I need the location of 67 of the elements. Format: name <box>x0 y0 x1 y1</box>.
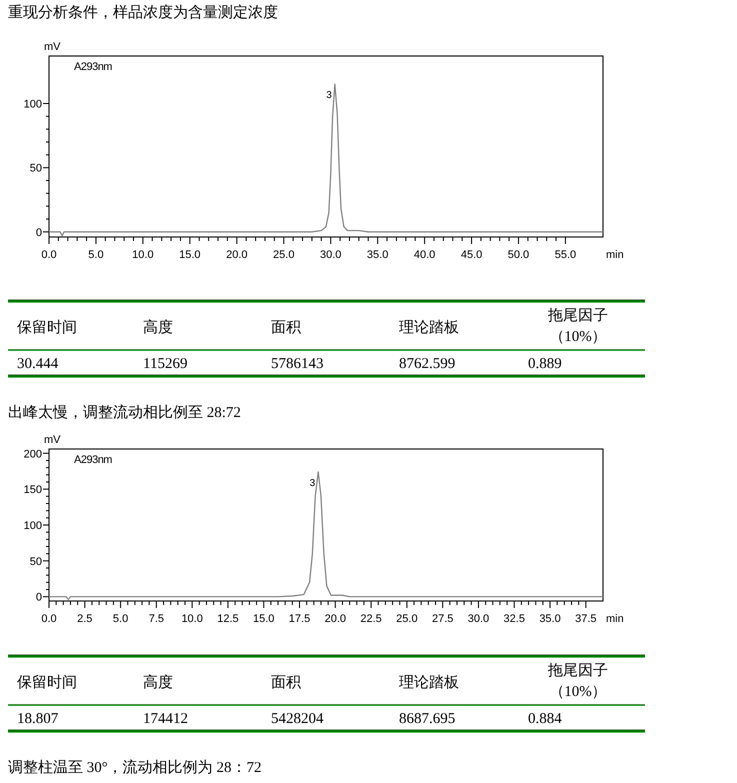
data-label: 5428204 <box>271 711 324 727</box>
y-tick-label: 0 <box>36 592 42 604</box>
x-tick-label: 50.0 <box>508 249 530 261</box>
x-tick-label: 15.0 <box>179 249 201 261</box>
x-axis-title: min <box>606 613 624 625</box>
category-label: 高度 <box>143 319 173 336</box>
data-label: 5786143 <box>271 356 324 372</box>
y-tick-label: 200 <box>24 448 42 460</box>
category-label: 拖尾因子（10%） <box>547 662 608 700</box>
category-label: 保留时间 <box>17 319 77 336</box>
data-label: 18.807 <box>17 711 59 727</box>
data-label: 0.889 <box>528 356 562 372</box>
category-label: 高度 <box>143 674 173 691</box>
category-label: 拖尾因子（10%） <box>547 307 608 345</box>
y-tick-label: 100 <box>24 98 42 110</box>
x-tick-label: 32.5 <box>504 613 525 625</box>
y-tick-label: 0 <box>36 226 42 239</box>
y-axis-title: mV <box>44 41 62 53</box>
text: 调整柱温至 30°，流动相比例为 28：72 <box>8 759 262 776</box>
x-tick-label: 17.5 <box>288 613 310 625</box>
data-label: 30.444 <box>17 356 59 372</box>
x-tick-label: 40.0 <box>414 249 436 261</box>
x-tick-label: 10.0 <box>181 613 203 625</box>
y-tick-label: 50 <box>30 556 42 568</box>
x-tick-label: 35.0 <box>366 249 388 261</box>
x-tick-label: 55.0 <box>554 249 576 261</box>
x-tick-label: 27.5 <box>432 613 454 625</box>
x-axis-title: min <box>606 249 624 261</box>
y-tick-label: 150 <box>24 484 42 496</box>
annotation: A293nm <box>74 61 112 73</box>
data-label: 8762.599 <box>399 356 456 372</box>
x-tick-label: 22.5 <box>360 613 382 625</box>
annotation: 3 <box>326 90 332 102</box>
y-tick-label: 50 <box>30 162 42 175</box>
category-label: 面积 <box>271 675 301 691</box>
category-label: 面积 <box>271 320 301 336</box>
x-tick-label: 12.5 <box>217 613 239 625</box>
x-tick-label: 30.0 <box>320 249 342 261</box>
chart-title: 重现分析条件，样品浓度为含量测定浓度 <box>8 4 278 21</box>
x-tick-label: 0.0 <box>41 613 57 625</box>
x-tick-label: 30.0 <box>468 613 490 625</box>
x-tick-label: 0.0 <box>41 249 57 261</box>
y-axis-title: mV <box>44 434 62 446</box>
x-tick-label: 2.5 <box>77 613 92 625</box>
annotation: A293nm <box>74 454 112 466</box>
x-tick-label: 5.0 <box>112 613 128 625</box>
x-tick-label: 35.0 <box>539 613 561 625</box>
x-tick-label: 45.0 <box>460 249 482 261</box>
x-tick-label: 5.0 <box>88 249 104 261</box>
x-tick-label: 10.0 <box>132 249 154 261</box>
y-tick-label: 100 <box>24 520 42 532</box>
data-label: 174412 <box>143 711 188 727</box>
category-label: 保留时间 <box>17 674 77 691</box>
category-label: 理论踏板 <box>399 674 459 691</box>
chart-title: 出峰太慢，调整流动相比例至 28:72 <box>8 404 241 421</box>
x-tick-label: 25.0 <box>273 249 294 261</box>
x-tick-label: 37.5 <box>575 613 597 625</box>
data-label: 115269 <box>143 356 188 372</box>
x-tick-label: 15.0 <box>253 613 274 625</box>
x-tick-label: 25.0 <box>396 613 418 625</box>
x-tick-label: 20.0 <box>226 249 248 261</box>
annotation: 3 <box>310 478 316 489</box>
data-label: 0.884 <box>528 711 562 727</box>
x-tick-label: 20.0 <box>324 613 346 625</box>
data-label: 8687.695 <box>399 711 456 727</box>
x-tick-label: 7.5 <box>148 613 164 625</box>
category-label: 理论踏板 <box>399 319 459 336</box>
